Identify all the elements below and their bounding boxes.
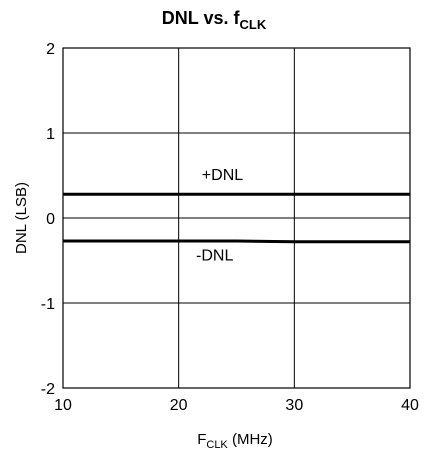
- y-tick-label: -2: [41, 381, 55, 398]
- x-axis-label-main: F: [197, 431, 206, 448]
- chart-title-main: DNL vs. f: [162, 8, 241, 28]
- x-axis-label-suffix: (MHz): [228, 431, 273, 448]
- y-tick-label: 0: [46, 211, 55, 228]
- grid-lines: [62, 47, 411, 389]
- x-tick-label: 30: [285, 397, 303, 414]
- y-tick-label: -1: [41, 296, 55, 313]
- annotation-pos-dnl: +DNL: [202, 167, 243, 184]
- series-line-neg-dnl: [63, 239, 410, 244]
- chart-title-sub: CLK: [239, 17, 266, 32]
- x-axis-label-sub: CLK: [206, 439, 228, 451]
- x-axis-label: FCLK (MHz): [197, 431, 273, 451]
- y-axis-label: DNL (LSB): [13, 182, 30, 254]
- series-lines: [63, 192, 410, 244]
- chart-title: DNL vs. fCLK: [162, 8, 267, 32]
- svg-text:DNL vs. fCLK: DNL vs. fCLK: [162, 8, 267, 32]
- y-tick-label: 2: [46, 41, 55, 58]
- x-tick-label: 20: [170, 397, 188, 414]
- y-tick-labels: -2 -1 0 1 2: [41, 41, 55, 398]
- x-tick-labels: 10 20 30 40: [54, 397, 419, 414]
- y-tick-label: 1: [46, 126, 55, 143]
- series-annotations: +DNL -DNL: [196, 167, 243, 265]
- plot-area-frame: [62, 47, 411, 389]
- annotation-neg-dnl: -DNL: [196, 248, 233, 265]
- x-tick-label: 10: [54, 397, 72, 414]
- x-tick-label: 40: [401, 397, 419, 414]
